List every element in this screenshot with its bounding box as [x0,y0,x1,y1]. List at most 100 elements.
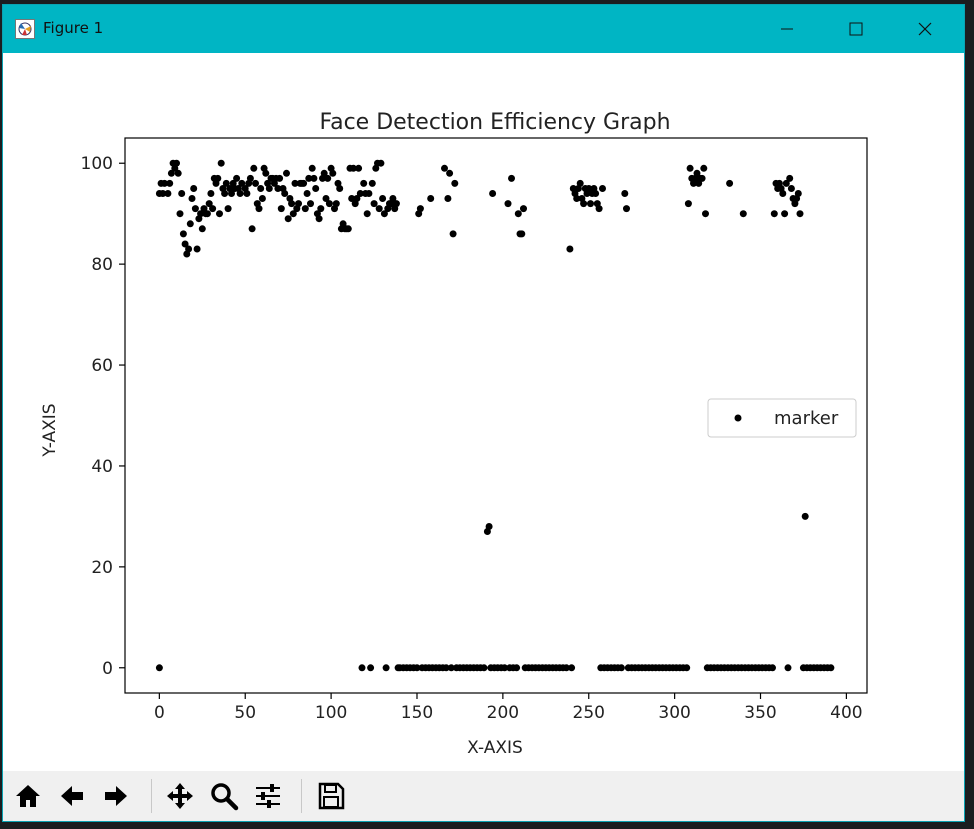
scatter-point [303,190,311,197]
move-icon [167,783,193,809]
scatter-point [787,185,795,192]
scatter-point [485,523,493,530]
close-button[interactable] [902,5,948,53]
scatter-point [193,245,201,253]
scatter-point [587,200,594,208]
scatter-point [781,210,789,218]
scatter-point [442,664,450,672]
scatter-point [356,190,364,197]
chart-title: Face Detection Efficiency Graph [319,110,670,135]
scatter-point [186,220,194,228]
title-bar[interactable]: Figure 1 [3,5,964,53]
scatter-point [617,664,625,672]
minimize-icon [781,28,793,30]
configure-subplots-button[interactable] [250,777,286,815]
scatter-point [310,174,318,182]
sliders-icon [256,784,280,808]
x-tick-label: 300 [658,703,690,723]
scatter-point [367,664,375,672]
legend-label: marker [774,408,839,429]
scatter-point [501,664,509,672]
scatter-point [380,210,388,218]
scatter-point [190,185,198,192]
scatter-point [566,245,574,253]
scatter-point [794,190,802,197]
scatter-point [329,169,337,177]
scatter-point [248,225,256,233]
figure-window: Figure 1 Face Detection Efficiency Graph… [2,4,965,822]
y-tick-label: 60 [91,356,113,376]
x-tick-label: 400 [830,703,862,723]
scatter-point [348,195,356,202]
scatter-point [276,174,284,182]
scatter-point [336,185,344,192]
arrow-right-icon [105,786,127,806]
scatter-point [255,205,263,213]
scatter-point [449,230,457,238]
maximize-button[interactable] [833,5,879,53]
scatter-point [360,179,368,187]
scatter-point [416,205,424,213]
scatter-point [451,179,459,187]
scatter-point [274,185,282,192]
scatter-point [389,195,397,202]
scatter-point [353,195,361,202]
maximize-icon [849,22,863,36]
forward-button[interactable] [98,777,134,815]
y-tick-label: 20 [91,558,113,578]
back-button[interactable] [54,777,90,815]
y-tick-label: 40 [91,457,113,477]
scatter-point [382,664,390,672]
scatter-point [446,169,454,177]
scatter-point [573,195,581,202]
scatter-point [726,179,734,187]
scatter-point [379,195,387,202]
scatter-point [217,159,225,167]
scatter-point [178,190,186,197]
scatter-point [207,190,215,197]
close-icon [918,22,932,36]
scatter-point [265,185,273,192]
zoom-button[interactable] [206,777,242,815]
scatter-point [197,210,205,218]
figure-canvas[interactable]: Face Detection Efficiency Graph 0 50 100 15… [3,53,964,771]
scatter-point [413,664,421,672]
scatter-point [365,190,373,197]
scatter-point [779,190,787,197]
minimize-button[interactable] [764,5,810,53]
scatter-point [164,190,172,197]
scatter-point [322,195,330,202]
x-tick-label: 0 [154,703,165,723]
scatter-point [796,210,804,218]
scatter-point [159,190,167,197]
pan-button[interactable] [162,777,198,815]
scatter-point [257,185,265,192]
home-button[interactable] [10,777,46,815]
scatter-point [480,664,488,672]
scatter-point [188,195,196,202]
y-axis-label: Y-AXIS [40,403,60,457]
scatter-point [568,664,576,672]
scatter-point [307,200,314,208]
scatter-point [332,200,340,208]
scatter-point [518,230,526,238]
scatter-point [317,205,325,213]
scatter-point [233,174,241,182]
scatter-point [700,164,708,172]
save-button[interactable] [313,777,349,815]
scatter-point [205,200,213,208]
scatter-point [684,200,692,208]
scatter-point [786,174,794,182]
scatter-point [358,664,366,672]
scatter-point [185,245,193,253]
scatter-point [355,164,363,172]
scatter-point [320,169,328,177]
scatter-point [489,190,497,197]
scatter-point [623,205,630,213]
scatter-point [250,164,258,172]
y-tick-label: 100 [81,154,113,174]
scatter-point [344,225,352,233]
navigation-toolbar [3,771,964,821]
arrow-left-icon [61,786,83,806]
toolbar-separator [151,779,152,813]
